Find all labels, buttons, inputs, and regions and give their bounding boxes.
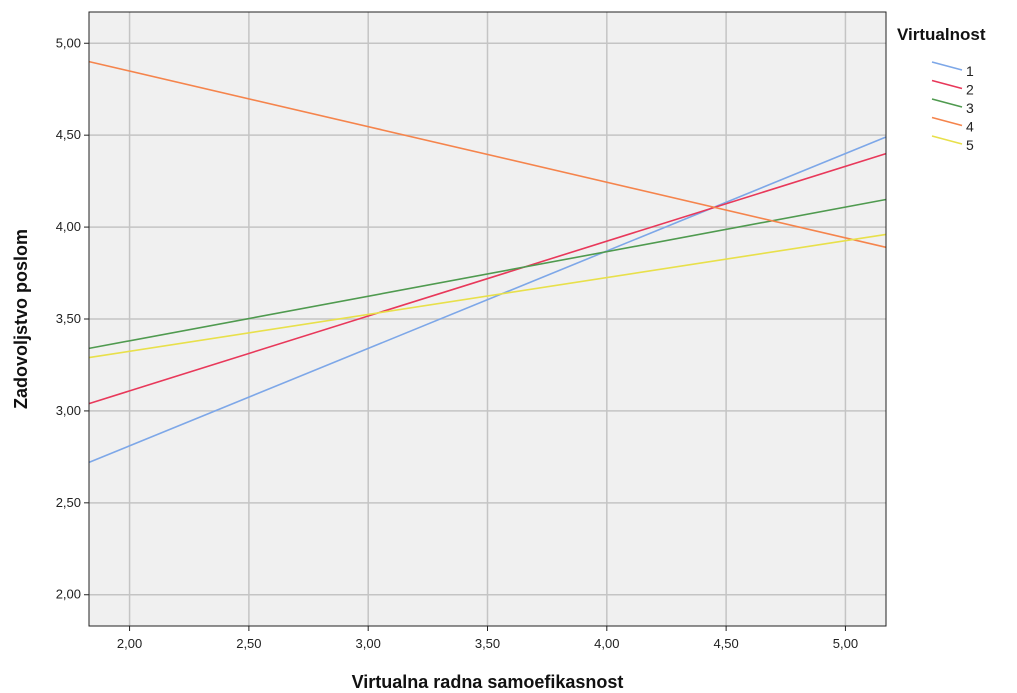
legend-swatch-4 [931, 116, 963, 127]
y-tick-label: 4,50 [56, 127, 81, 142]
x-tick-label: 3,50 [475, 636, 500, 651]
x-tick-label: 3,00 [356, 636, 381, 651]
legend: Virtualnost 1 2 3 4 5 [897, 25, 986, 153]
series-line-2 [88, 152, 887, 405]
y-tick-label: 3,00 [56, 403, 81, 418]
x-tick-label: 5,00 [833, 636, 858, 651]
x-tick-label: 4,00 [594, 636, 619, 651]
x-tick-label: 2,50 [236, 636, 261, 651]
x-axis-title: Virtualna radna samoefikasnost [352, 672, 624, 692]
y-tick-label: 2,00 [56, 587, 81, 602]
x-tick-label: 4,50 [713, 636, 738, 651]
legend-label-2: 2 [966, 82, 974, 98]
legend-swatch-5 [931, 135, 963, 145]
series-line-4 [88, 60, 887, 249]
legend-title: Virtualnost [897, 25, 986, 44]
legend-label-5: 5 [966, 137, 974, 153]
y-tick-label: 5,00 [56, 35, 81, 50]
legend-swatch-2 [931, 79, 963, 90]
legend-label-1: 1 [966, 63, 974, 79]
axes: 2,00 2,50 3,00 3,50 4,00 4,50 5,00 2,00 2,50 3,00… [56, 11, 887, 651]
series-line-5 [88, 233, 887, 359]
legend-label-4: 4 [966, 119, 974, 135]
x-tick-label: 2,00 [117, 636, 142, 651]
y-axis-title: Zadovoljstvo poslom [11, 229, 31, 409]
y-tick-label: 3,50 [56, 311, 81, 326]
legend-swatch-1 [931, 61, 963, 71]
y-tick-label: 4,00 [56, 219, 81, 234]
y-tick-label: 2,50 [56, 495, 81, 510]
legend-swatch-3 [931, 98, 963, 108]
series-line-1 [88, 136, 887, 464]
legend-label-3: 3 [966, 100, 974, 116]
plot-area [88, 12, 887, 626]
series-line-3 [88, 198, 887, 350]
